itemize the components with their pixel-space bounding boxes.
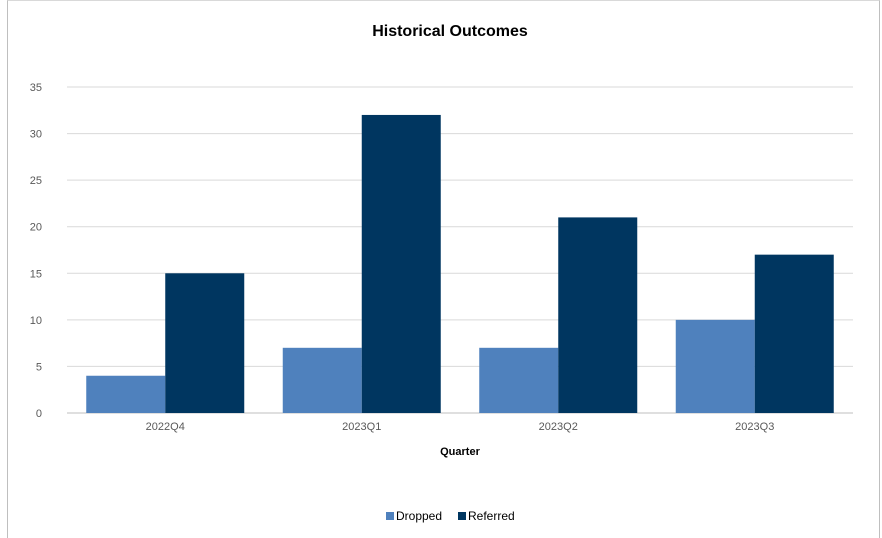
bar-dropped-2022Q4 <box>86 375 166 413</box>
legend: Dropped Referred <box>386 509 515 523</box>
legend-label-referred: Referred <box>468 509 515 523</box>
bars <box>86 114 834 413</box>
x-axis-title: Quarter <box>440 446 480 458</box>
y-tick-label: 35 <box>30 82 42 94</box>
bar-dropped-2023Q1 <box>282 347 362 413</box>
x-axis-ticks: 2022Q4 2023Q1 2023Q2 2023Q3 <box>146 421 775 433</box>
bar-referred-2023Q2 <box>558 217 638 413</box>
y-tick-label: 15 <box>30 268 42 280</box>
x-tick-label: 2023Q1 <box>342 421 381 433</box>
legend-swatch-dropped <box>386 512 394 520</box>
x-tick-label: 2023Q3 <box>735 421 774 433</box>
y-tick-label: 10 <box>30 315 42 327</box>
legend-label-dropped: Dropped <box>396 509 442 523</box>
bar-referred-2022Q4 <box>165 273 245 413</box>
bar-referred-2023Q3 <box>754 254 834 413</box>
x-tick-label: 2023Q2 <box>539 421 578 433</box>
y-axis-ticks: 0 5 10 15 20 25 30 35 <box>30 82 42 420</box>
bar-referred-2023Q1 <box>361 114 441 413</box>
y-tick-label: 30 <box>30 129 42 141</box>
y-tick-label: 5 <box>36 361 42 373</box>
y-tick-label: 0 <box>36 408 42 420</box>
legend-swatch-referred <box>458 512 466 520</box>
bar-dropped-2023Q2 <box>479 347 559 413</box>
x-tick-label: 2022Q4 <box>146 421 185 433</box>
y-tick-label: 20 <box>30 222 42 234</box>
y-tick-label: 25 <box>30 175 42 187</box>
chart-title: Historical Outcomes <box>372 23 528 40</box>
bar-dropped-2023Q3 <box>675 319 755 413</box>
chart-frame <box>7 0 880 538</box>
